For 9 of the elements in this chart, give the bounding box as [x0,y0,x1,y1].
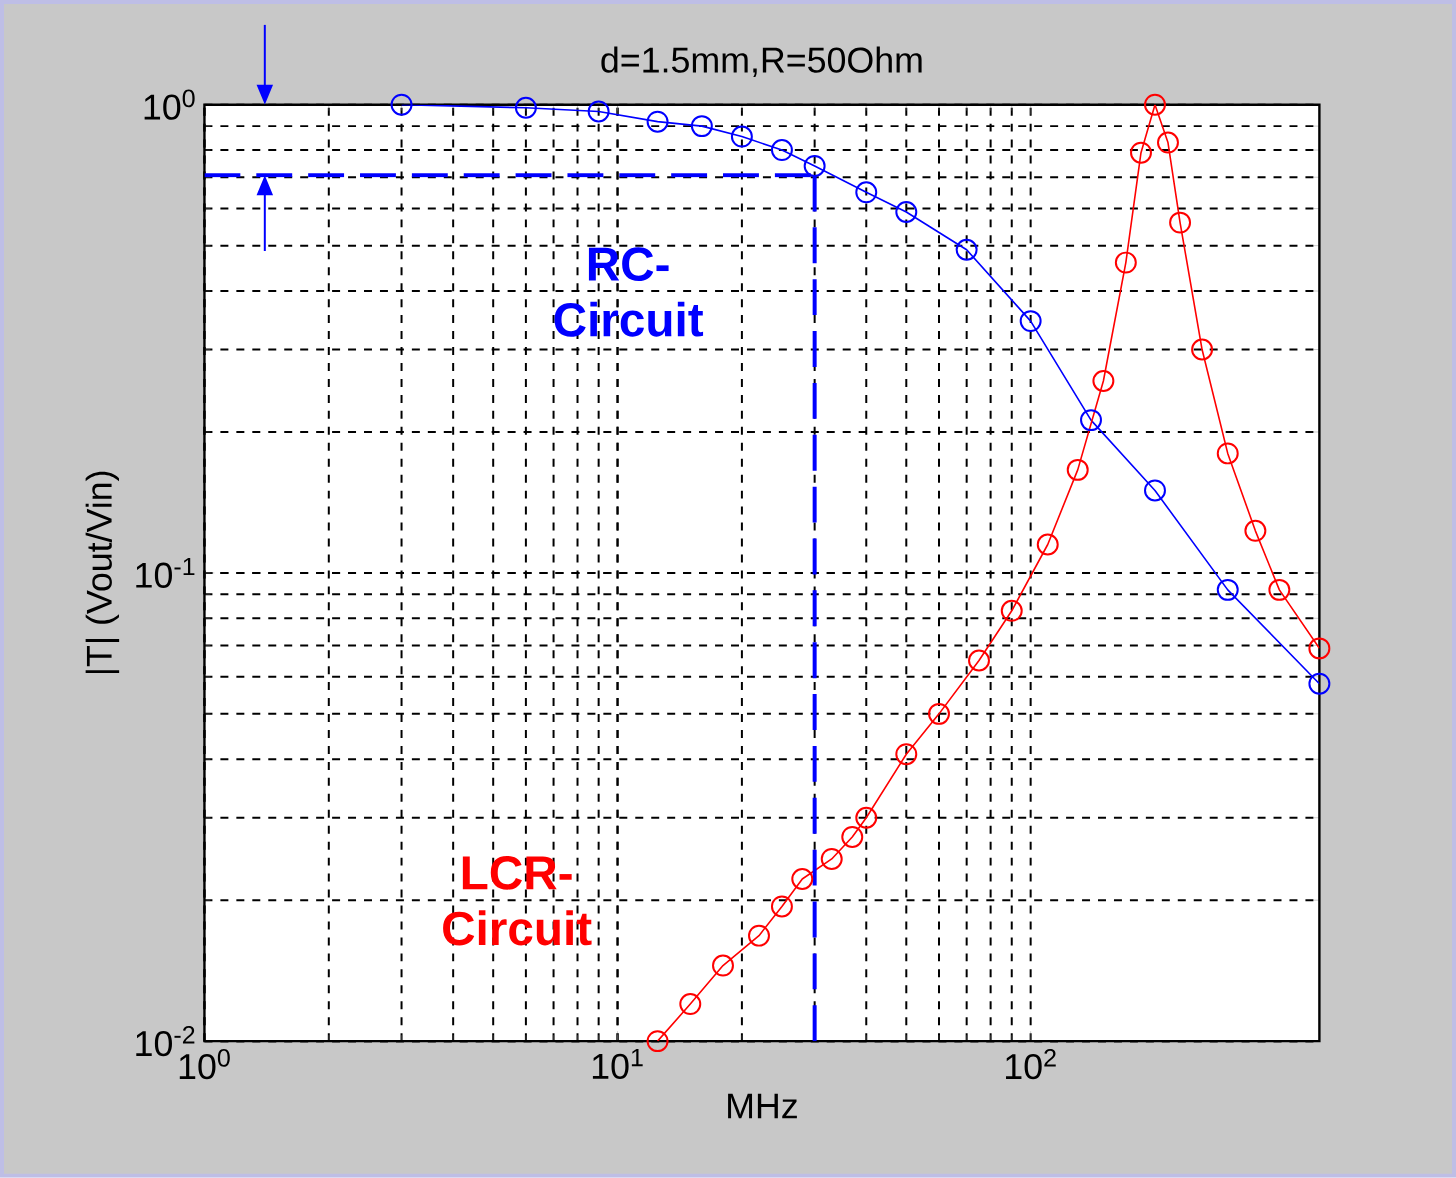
x-tick-label: 10$^{2}$ [1006,1049,1056,1080]
annotation: LCR-Circuit [443,856,592,946]
y-axis-title: |T| (Vout/Vin) [85,471,120,674]
y-tick-label: 10$^{0}$ [144,89,195,120]
annotation: RC-Circuit [554,247,704,337]
y-tick-label: 10$^{-1}$ [136,558,195,589]
x-tick-label: 10$^{1}$ [592,1049,643,1080]
chart-title: d=1.5mm,R=50Ohm [601,46,922,78]
x-axis-title: MHz [728,1093,797,1119]
